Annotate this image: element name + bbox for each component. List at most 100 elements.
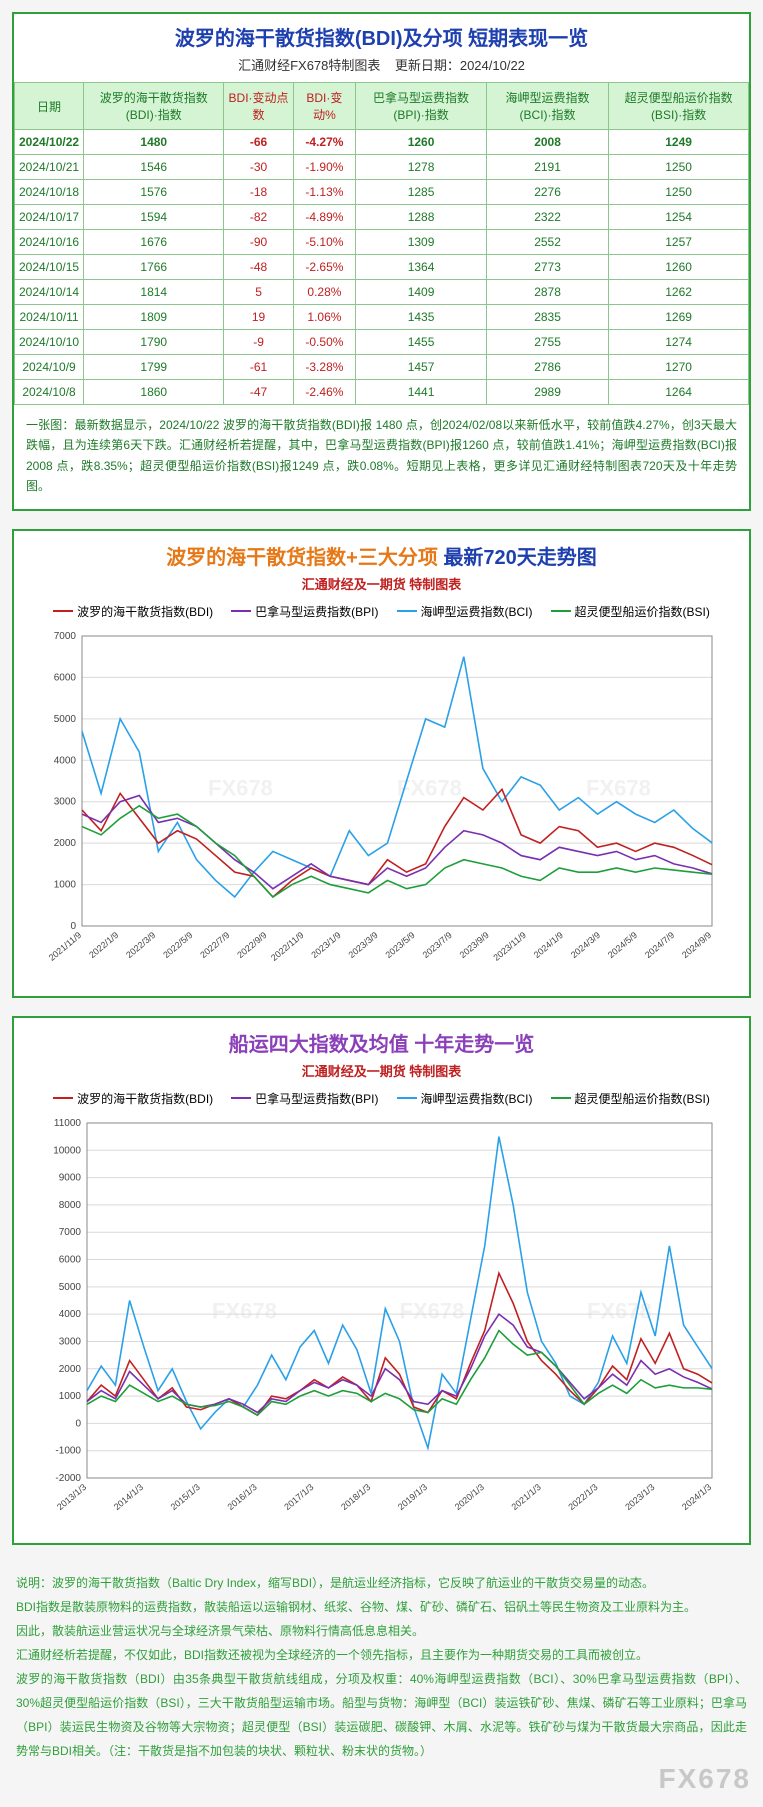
chart720-subtitle: 汇通财经及一期货 特制图表 (14, 570, 749, 599)
table-cell: 2878 (486, 280, 608, 305)
table-header: 海岬型运费指数(BCI)·指数 (486, 83, 608, 130)
table-row: 2024/10/101790-9-0.50%145527551274 (15, 330, 749, 355)
table-row: 2024/10/161676-90-5.10%130925521257 (15, 230, 749, 255)
svg-text:2024/1/9: 2024/1/9 (531, 929, 564, 959)
table-cell: 1766 (84, 255, 224, 280)
table-cell: 2024/10/14 (15, 280, 84, 305)
svg-text:2022/7/9: 2022/7/9 (198, 929, 231, 959)
table-cell: 1546 (84, 155, 224, 180)
svg-text:-1000: -1000 (55, 1445, 81, 1456)
svg-text:2023/11/9: 2023/11/9 (491, 929, 528, 962)
chart720-title: 波罗的海干散货指数+三大分项 最新720天走势图 (14, 531, 749, 570)
svg-text:2024/1/3: 2024/1/3 (680, 1481, 713, 1511)
svg-text:0: 0 (75, 1418, 81, 1429)
table-cell: 1480 (84, 130, 224, 155)
table-cell: 1285 (356, 180, 487, 205)
table-cell: 2989 (486, 380, 608, 405)
table-cell: 1262 (609, 280, 749, 305)
table-cell: 1274 (609, 330, 749, 355)
chart-10y-panel: 船运四大指数及均值 十年走势一览 汇通财经及一期货 特制图表 波罗的海干散货指数… (12, 1016, 751, 1545)
table-row: 2024/10/151766-48-2.65%136427731260 (15, 255, 749, 280)
table-cell: -66 (224, 130, 293, 155)
table-cell: 1799 (84, 355, 224, 380)
chart-720-panel: 波罗的海干散货指数+三大分项 最新720天走势图 汇通财经及一期货 特制图表 波… (12, 529, 751, 998)
legend-item: 海岬型运费指数(BCI) (397, 603, 533, 620)
table-row: 2024/10/221480-66-4.27%126020081249 (15, 130, 749, 155)
svg-text:2024/7/9: 2024/7/9 (642, 929, 675, 959)
table-cell: 2024/10/16 (15, 230, 84, 255)
table-row: 2024/10/91799-61-3.28%145727861270 (15, 355, 749, 380)
table-cell: -90 (224, 230, 293, 255)
table-cell: 1457 (356, 355, 487, 380)
table-cell: 1309 (356, 230, 487, 255)
svg-text:2020/1/3: 2020/1/3 (452, 1481, 485, 1511)
table-cell: 2755 (486, 330, 608, 355)
svg-text:2024/5/9: 2024/5/9 (605, 929, 638, 959)
table-subtitle: 汇通财经FX678特制图表 更新日期：2024/10/22 (14, 51, 749, 82)
table-cell: 2552 (486, 230, 608, 255)
bdi-table: 日期波罗的海干散货指数(BDI)·指数BDI·变动点数BDI·变动%巴拿马型运费… (14, 82, 749, 405)
legend-item: 波罗的海干散货指数(BDI) (53, 603, 213, 620)
table-cell: 1576 (84, 180, 224, 205)
table-cell: 1260 (356, 130, 487, 155)
table-row: 2024/10/171594-82-4.89%128823221254 (15, 205, 749, 230)
table-cell: -2.46% (293, 380, 356, 405)
svg-text:2024/3/9: 2024/3/9 (568, 929, 601, 959)
svg-text:2022/1/9: 2022/1/9 (87, 929, 120, 959)
table-cell: -48 (224, 255, 293, 280)
svg-text:2013/1/3: 2013/1/3 (55, 1481, 88, 1511)
svg-text:FX678: FX678 (208, 775, 273, 800)
description-block: 说明：波罗的海干散货指数（Baltic Dry Index，缩写BDI），是航运… (12, 1563, 751, 1767)
svg-text:4000: 4000 (53, 755, 76, 766)
table-header: 波罗的海干散货指数(BDI)·指数 (84, 83, 224, 130)
table-cell: -0.50% (293, 330, 356, 355)
table-cell: 1254 (609, 205, 749, 230)
table-header: 日期 (15, 83, 84, 130)
table-cell: 1270 (609, 355, 749, 380)
svg-text:6000: 6000 (53, 672, 76, 683)
table-cell: 1.06% (293, 305, 356, 330)
table-cell: -9 (224, 330, 293, 355)
svg-text:4000: 4000 (58, 1309, 81, 1320)
svg-text:2015/1/3: 2015/1/3 (168, 1481, 201, 1511)
table-cell: 2024/10/9 (15, 355, 84, 380)
table-cell: 1250 (609, 155, 749, 180)
svg-text:2021/11/9: 2021/11/9 (46, 929, 83, 962)
table-cell: 2024/10/11 (15, 305, 84, 330)
table-cell: -4.89% (293, 205, 356, 230)
svg-text:7000: 7000 (53, 631, 76, 642)
table-row: 2024/10/211546-30-1.90%127821911250 (15, 155, 749, 180)
chart10y-subtitle: 汇通财经及一期货 特制图表 (14, 1057, 749, 1086)
svg-text:2000: 2000 (58, 1363, 81, 1374)
table-cell: -61 (224, 355, 293, 380)
table-cell: 2024/10/21 (15, 155, 84, 180)
svg-text:2021/1/3: 2021/1/3 (509, 1481, 542, 1511)
svg-text:2023/3/9: 2023/3/9 (346, 929, 379, 959)
table-cell: 1455 (356, 330, 487, 355)
table-cell: 1249 (609, 130, 749, 155)
table-cell: -2.65% (293, 255, 356, 280)
svg-text:11000: 11000 (53, 1118, 81, 1129)
chart720-legend: 波罗的海干散货指数(BDI)巴拿马型运费指数(BPI)海岬型运费指数(BCI)超… (14, 599, 749, 626)
table-cell: 1809 (84, 305, 224, 330)
table-cell: 2191 (486, 155, 608, 180)
legend-item: 超灵便型船运价指数(BSI) (551, 1090, 710, 1107)
table-cell: 2835 (486, 305, 608, 330)
table-cell: -1.90% (293, 155, 356, 180)
table-cell: 2024/10/22 (15, 130, 84, 155)
footer-watermark: FX678 (12, 1763, 751, 1795)
table-cell: 1260 (609, 255, 749, 280)
legend-item: 巴拿马型运费指数(BPI) (231, 603, 378, 620)
table-cell: 2024/10/15 (15, 255, 84, 280)
svg-text:2023/1/3: 2023/1/3 (623, 1481, 656, 1511)
table-cell: 2322 (486, 205, 608, 230)
svg-text:2022/9/9: 2022/9/9 (235, 929, 268, 959)
table-cell: -18 (224, 180, 293, 205)
svg-text:FX678: FX678 (212, 1298, 277, 1323)
svg-text:10000: 10000 (53, 1145, 81, 1156)
chart10y-title: 船运四大指数及均值 十年走势一览 (14, 1018, 749, 1057)
table-panel: 波罗的海干散货指数(BDI)及分项 短期表现一览 汇通财经FX678特制图表 更… (12, 12, 751, 511)
svg-text:FX678: FX678 (399, 1298, 464, 1323)
svg-text:-2000: -2000 (55, 1473, 81, 1484)
svg-text:5000: 5000 (58, 1281, 81, 1292)
